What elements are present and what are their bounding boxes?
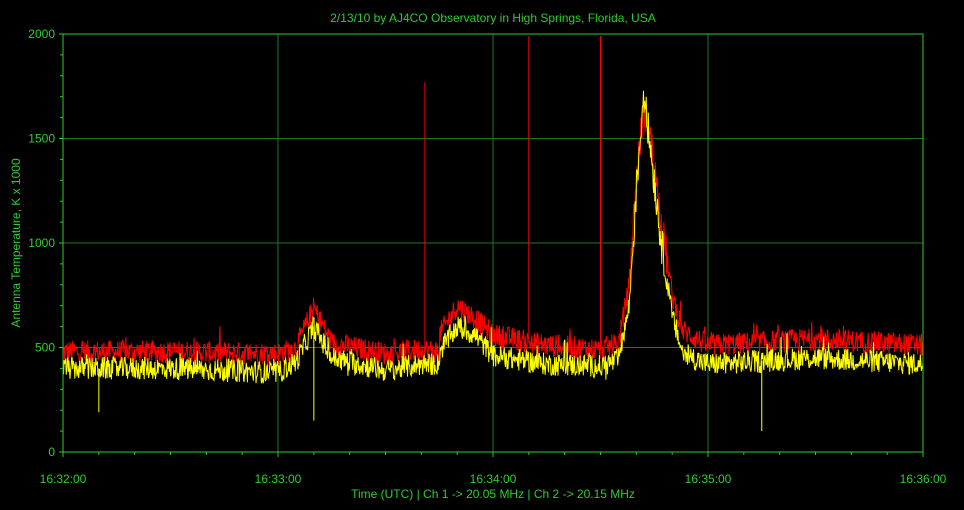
x-tick-label: 16:36:00 [900,472,947,486]
y-tick-label: 1000 [28,236,55,250]
x-tick-label: 16:32:00 [40,472,87,486]
plot-area [60,33,924,455]
y-tick-label: 2000 [28,27,55,41]
x-tick-label: 16:34:00 [470,472,517,486]
y-axis: 0 500 1000 1500 2000 [28,27,63,459]
x-axis: 16:32:00 16:33:00 16:34:00 16:35:00 16:36:00 [40,452,947,486]
x-tick-label: 16:35:00 [685,472,732,486]
y-tick-label: 500 [35,341,55,355]
y-tick-label: 0 [48,445,55,459]
x-tick-label: 16:33:00 [255,472,302,486]
series-line-1 [62,92,924,368]
series-group [62,36,924,432]
y-tick-label: 1500 [28,132,55,146]
x-axis-label: Time (UTC) | Ch 1 -> 20.05 MHz | Ch 2 ->… [351,487,635,501]
series-line-2 [62,90,924,384]
chart-title: 2/13/10 by AJ4CO Observatory in High Spr… [330,11,655,25]
y-axis-label: Antenna Temperature, K x 1000 [9,158,23,328]
